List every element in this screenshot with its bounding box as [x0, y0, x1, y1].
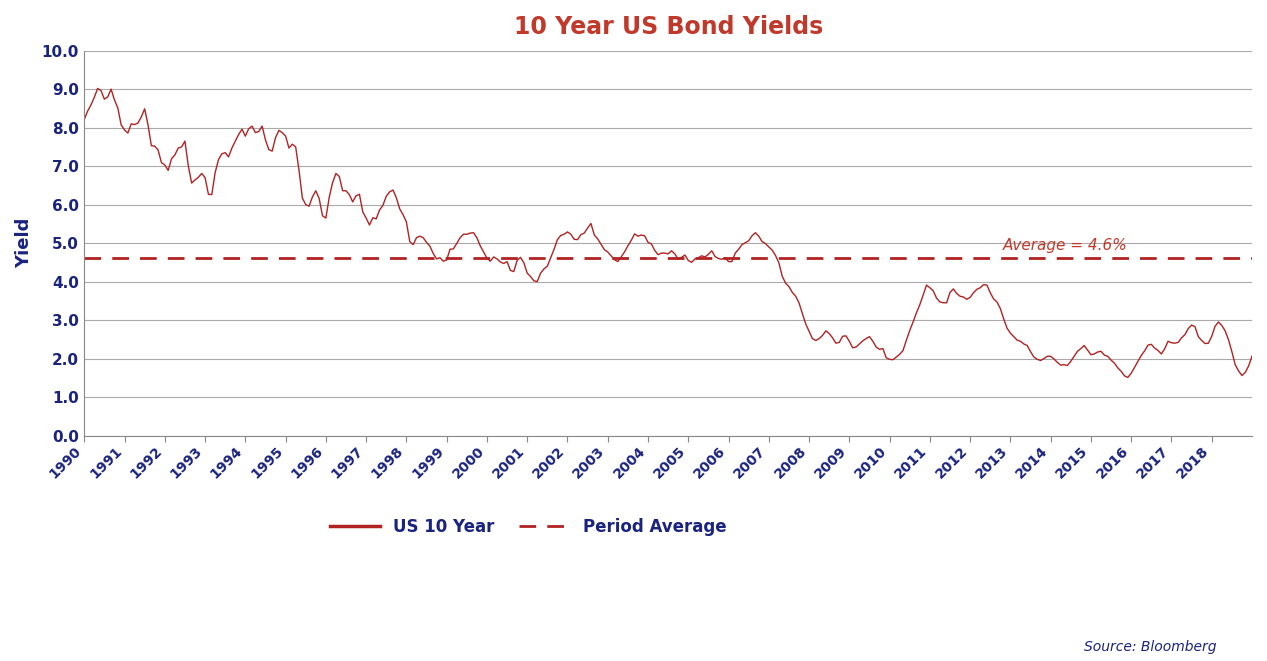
US 10 Year	[77, 116, 92, 124]
Y-axis label: Yield: Yield	[15, 218, 33, 268]
Text: Average = 4.6%: Average = 4.6%	[1002, 238, 1128, 253]
US 10 Year	[1224, 348, 1239, 356]
US 10 Year	[1254, 333, 1267, 341]
Legend: US 10 Year, Period Average: US 10 Year, Period Average	[323, 512, 734, 543]
US 10 Year	[1120, 373, 1135, 381]
Text: Source: Bloomberg: Source: Bloomberg	[1083, 641, 1216, 654]
Line: US 10 Year: US 10 Year	[85, 89, 1262, 377]
US 10 Year	[546, 245, 561, 253]
US 10 Year	[322, 193, 337, 201]
US 10 Year	[90, 85, 105, 93]
US 10 Year	[570, 236, 585, 244]
US 10 Year	[191, 173, 207, 181]
US 10 Year	[328, 169, 343, 177]
Title: 10 Year US Bond Yields: 10 Year US Bond Yields	[513, 15, 822, 39]
